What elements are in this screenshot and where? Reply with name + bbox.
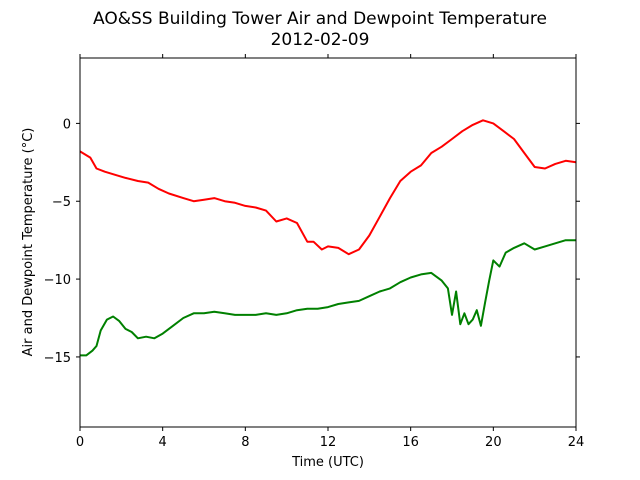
chart-subtitle: 2012-02-09 <box>271 30 370 50</box>
x-axis-label: Time (UTC) <box>291 455 364 470</box>
x-tick-label: 4 <box>159 435 167 450</box>
x-tick-label: 16 <box>402 435 419 450</box>
series-line-2 <box>80 239 576 357</box>
y-axis-label: Air and Dewpoint Temperature (°C) <box>21 128 36 357</box>
y-tick-label: −10 <box>44 273 71 288</box>
series-line-1 <box>79 119 577 256</box>
x-tick-label: 8 <box>241 435 249 450</box>
x-tick-label: 0 <box>76 435 84 450</box>
tick-layer: 0 4 8 12 16 20 24 −15 −10 −5 0 <box>44 54 585 450</box>
x-tick-label: 24 <box>568 435 585 450</box>
x-tick-label: 20 <box>485 435 502 450</box>
plot-frame <box>79 57 577 428</box>
y-tick-label: −5 <box>52 195 71 210</box>
y-tick-label: −15 <box>44 351 71 366</box>
y-tick-label: 0 <box>63 117 71 132</box>
series-layer <box>79 119 577 357</box>
chart-title: AO&SS Building Tower Air and Dewpoint Te… <box>93 9 547 29</box>
x-tick-label: 12 <box>320 435 337 450</box>
